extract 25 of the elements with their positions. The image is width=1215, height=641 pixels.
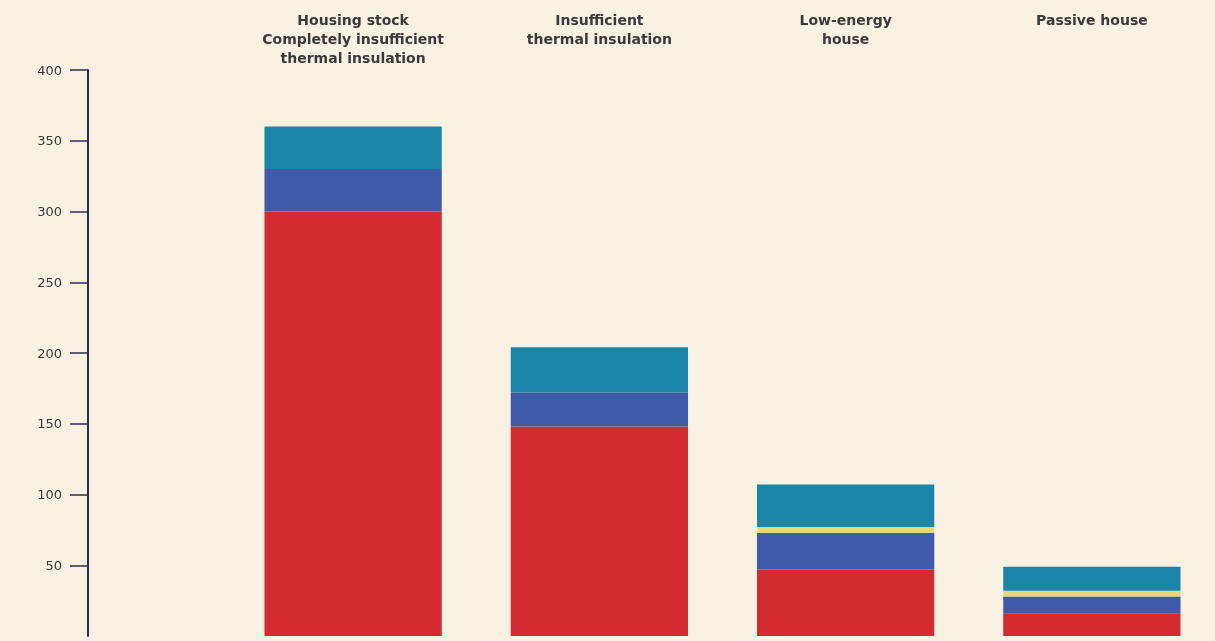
bar — [1003, 566, 1181, 591]
bar — [756, 527, 935, 533]
y-tick-label: 150 — [37, 416, 62, 432]
bar — [264, 211, 442, 636]
y-tick-label: 50 — [45, 557, 62, 573]
y-tick-label: 250 — [37, 274, 62, 290]
x-tick-label: Insufficient thermal insulation — [526, 11, 672, 47]
x-tick-label: Passive house — [1036, 11, 1148, 28]
bar — [510, 426, 689, 636]
bar — [510, 347, 689, 393]
bar — [264, 126, 442, 170]
bar — [1003, 613, 1181, 636]
bar — [264, 169, 442, 212]
bar — [756, 484, 935, 528]
x-tick-label: Low-energy house — [799, 11, 892, 47]
y-tick-label: 200 — [37, 345, 62, 361]
y-tick-label: 300 — [37, 204, 62, 219]
bar — [1003, 596, 1181, 614]
x-tick-label: Housing stock Completely insufficient thermal insulation — [262, 11, 445, 66]
bar — [510, 392, 689, 427]
bar — [756, 569, 935, 636]
y-tick-label: 400 — [37, 62, 62, 78]
y-tick-label: 350 — [37, 133, 62, 149]
bar — [756, 532, 935, 570]
y-tick-label: 100 — [37, 487, 62, 502]
